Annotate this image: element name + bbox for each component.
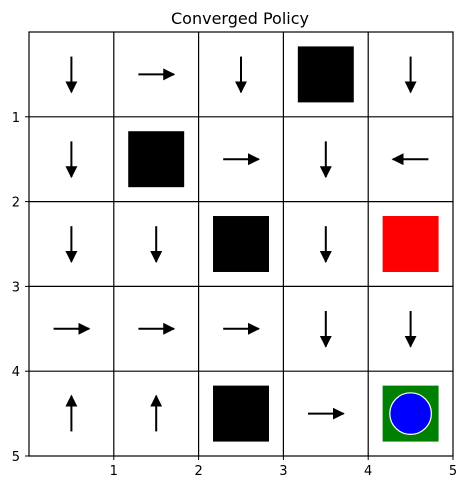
grid-lines [28,31,454,457]
y-tick-label: 3 [12,280,20,295]
obstacle-cell [213,385,269,442]
agent-marker [389,392,432,435]
x-tick-label: 1 [110,464,118,479]
y-tick-label: 1 [12,111,20,126]
obstacle-cell [128,131,185,188]
axis-ticks: 1 2 3 4 5 1 2 3 4 5 [12,111,457,479]
chart-title: Converged Policy [171,9,309,28]
y-tick-label: 5 [12,450,20,465]
x-tick-label: 4 [364,464,372,479]
obstacle-cell [297,46,354,103]
obstacle-cell [213,216,269,272]
x-tick-label: 3 [279,464,287,479]
cells-layer [53,46,439,442]
y-tick-label: 4 [12,365,20,380]
y-tick-label: 2 [12,196,20,211]
x-tick-label: 5 [449,464,457,479]
hazard-cell [382,216,439,272]
x-tick-label: 2 [194,464,202,479]
plot-frame [28,31,454,457]
